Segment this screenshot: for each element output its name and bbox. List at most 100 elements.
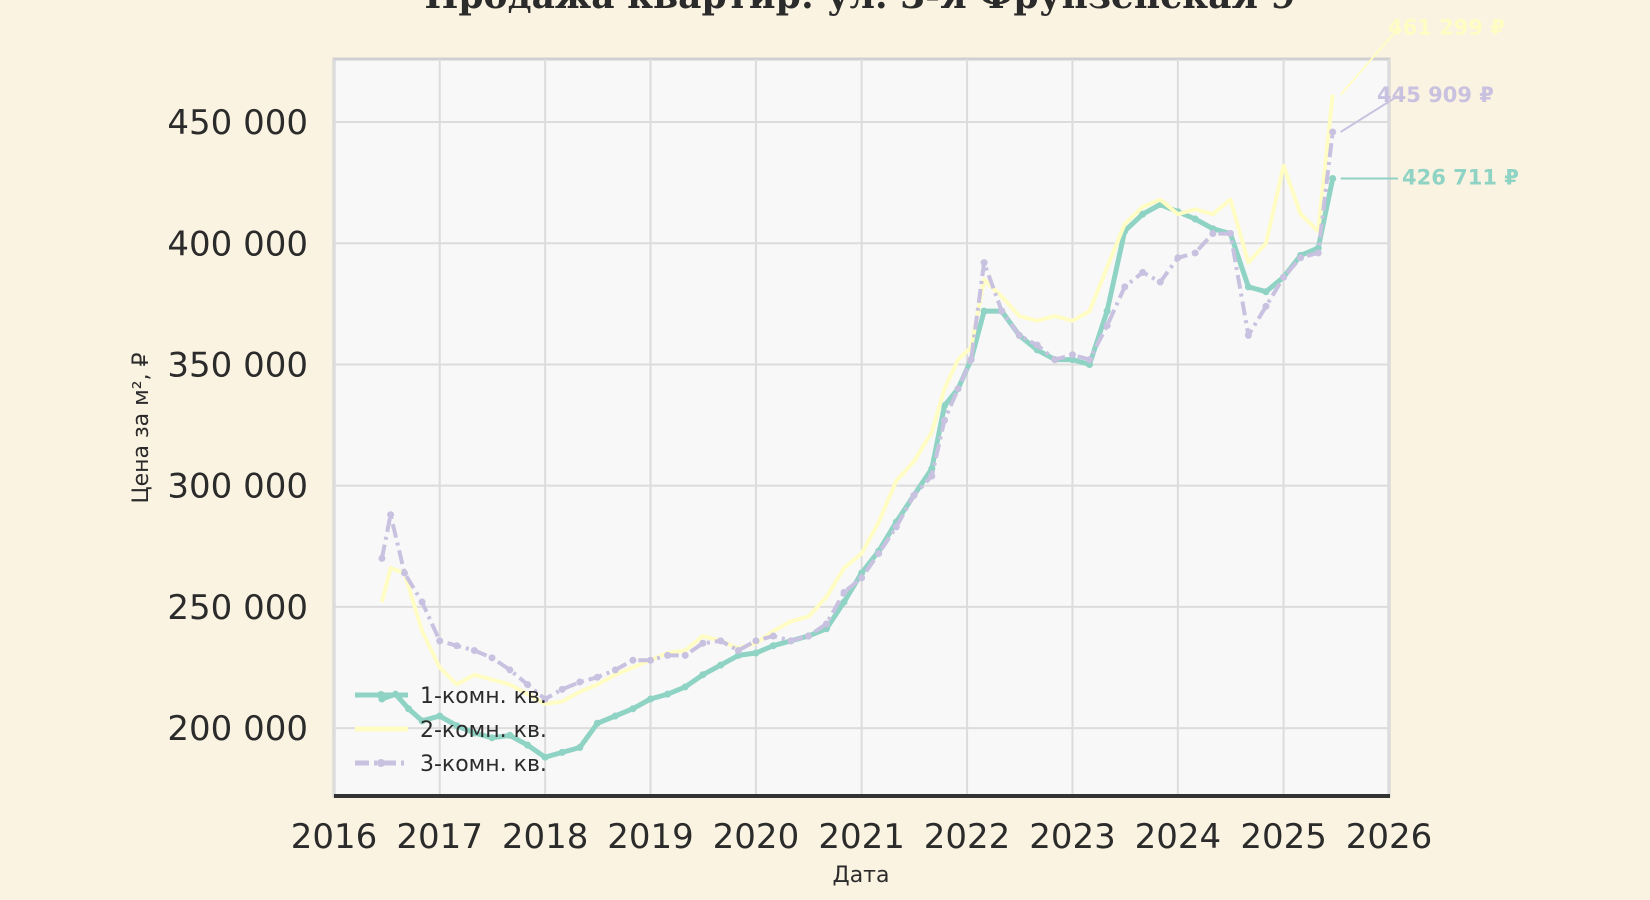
data-point [593, 719, 601, 727]
data-point [875, 550, 883, 558]
data-point [488, 654, 496, 662]
data-point [405, 705, 413, 713]
data-point [1051, 356, 1059, 364]
x-tick-label: 2017 [396, 817, 483, 857]
data-point [1086, 360, 1094, 368]
data-point [470, 647, 478, 655]
y-tick-label: 450 000 [167, 103, 308, 143]
data-point [1068, 356, 1076, 364]
data-point [1086, 356, 1094, 364]
data-point [699, 671, 707, 679]
data-point [892, 523, 900, 531]
y-tick-label: 200 000 [167, 709, 308, 749]
x-tick-label: 2024 [1135, 817, 1222, 857]
data-point [787, 637, 795, 645]
data-point [1329, 174, 1337, 182]
data-point [1139, 268, 1147, 276]
y-tick-label: 250 000 [167, 588, 308, 628]
data-point [418, 717, 426, 725]
data-point [1103, 322, 1111, 330]
x-tick-label: 2018 [502, 817, 589, 857]
data-point [629, 656, 637, 664]
data-point [1174, 254, 1182, 262]
data-point [928, 465, 936, 473]
data-point [734, 647, 742, 655]
data-point [717, 661, 725, 669]
data-point [1209, 225, 1217, 233]
data-point [436, 637, 444, 645]
data-point [1209, 230, 1217, 238]
data-point [1015, 331, 1023, 339]
data-point [1191, 215, 1199, 223]
data-point [1262, 288, 1270, 296]
data-point [1068, 351, 1076, 359]
y-tick-label: 400 000 [167, 224, 308, 264]
data-point [734, 651, 742, 659]
x-tick-label: 2025 [1240, 817, 1327, 857]
data-point [769, 632, 777, 640]
data-point [980, 259, 988, 267]
data-point [1191, 249, 1199, 257]
data-point [378, 554, 386, 562]
data-point [858, 574, 866, 582]
legend-label: 2-комн. кв. [420, 718, 547, 743]
data-point [576, 744, 584, 752]
data-point [840, 598, 848, 606]
data-point [1244, 331, 1252, 339]
data-point [541, 695, 549, 703]
y-axis-label: Цена за м², ₽ [129, 352, 154, 503]
legend-marker [377, 759, 385, 767]
data-point [840, 588, 848, 596]
data-point [998, 307, 1006, 315]
data-point [910, 491, 918, 499]
data-point [611, 666, 619, 674]
data-point [1297, 254, 1305, 262]
data-point [558, 748, 566, 756]
data-point [681, 651, 689, 659]
data-point [400, 569, 408, 577]
data-point [629, 705, 637, 713]
data-point [470, 729, 478, 737]
data-point [769, 642, 777, 650]
data-point [1139, 210, 1147, 218]
annotation-arrow [1339, 27, 1399, 96]
data-point [954, 385, 962, 393]
legend: 1-комн. кв. 2-комн. кв. 3-комн. кв. [355, 684, 547, 777]
data-point [436, 712, 444, 720]
data-point [1262, 302, 1270, 310]
x-tick-label: 2021 [818, 817, 905, 857]
data-point [1103, 307, 1111, 315]
y-tick-label: 350 000 [167, 345, 308, 385]
data-point [752, 637, 760, 645]
data-point [1314, 244, 1322, 252]
x-tick-label: 2026 [1346, 817, 1433, 857]
data-point [1226, 230, 1234, 238]
last-value-label: 426 711 ₽ [1402, 165, 1519, 189]
data-point [967, 356, 975, 364]
last-value-label: 445 909 ₽ [1377, 83, 1494, 107]
data-point [576, 678, 584, 686]
x-tick-label: 2016 [291, 817, 378, 857]
data-point [928, 472, 936, 480]
grid [333, 59, 1390, 796]
data-point [488, 734, 496, 742]
data-point [453, 642, 461, 650]
legend-marker [377, 691, 385, 699]
data-point [541, 753, 549, 761]
data-point [523, 680, 531, 688]
last-value-label: 461 299 ₽ [1388, 16, 1505, 40]
data-point [805, 632, 813, 640]
data-point [752, 649, 760, 657]
last-value-annotations: 426 711 ₽ 461 299 ₽ 445 909 ₽ [1339, 16, 1519, 189]
annotation-arrow [1340, 95, 1399, 133]
x-tick-label: 2020 [713, 817, 800, 857]
data-point [453, 722, 461, 730]
data-point [1156, 278, 1164, 286]
data-point [418, 598, 426, 606]
data-point [822, 620, 830, 628]
data-point [1314, 249, 1322, 257]
x-tick-label: 2022 [924, 817, 1011, 857]
data-point [1280, 273, 1288, 281]
data-point [611, 712, 619, 720]
data-point [506, 731, 514, 739]
